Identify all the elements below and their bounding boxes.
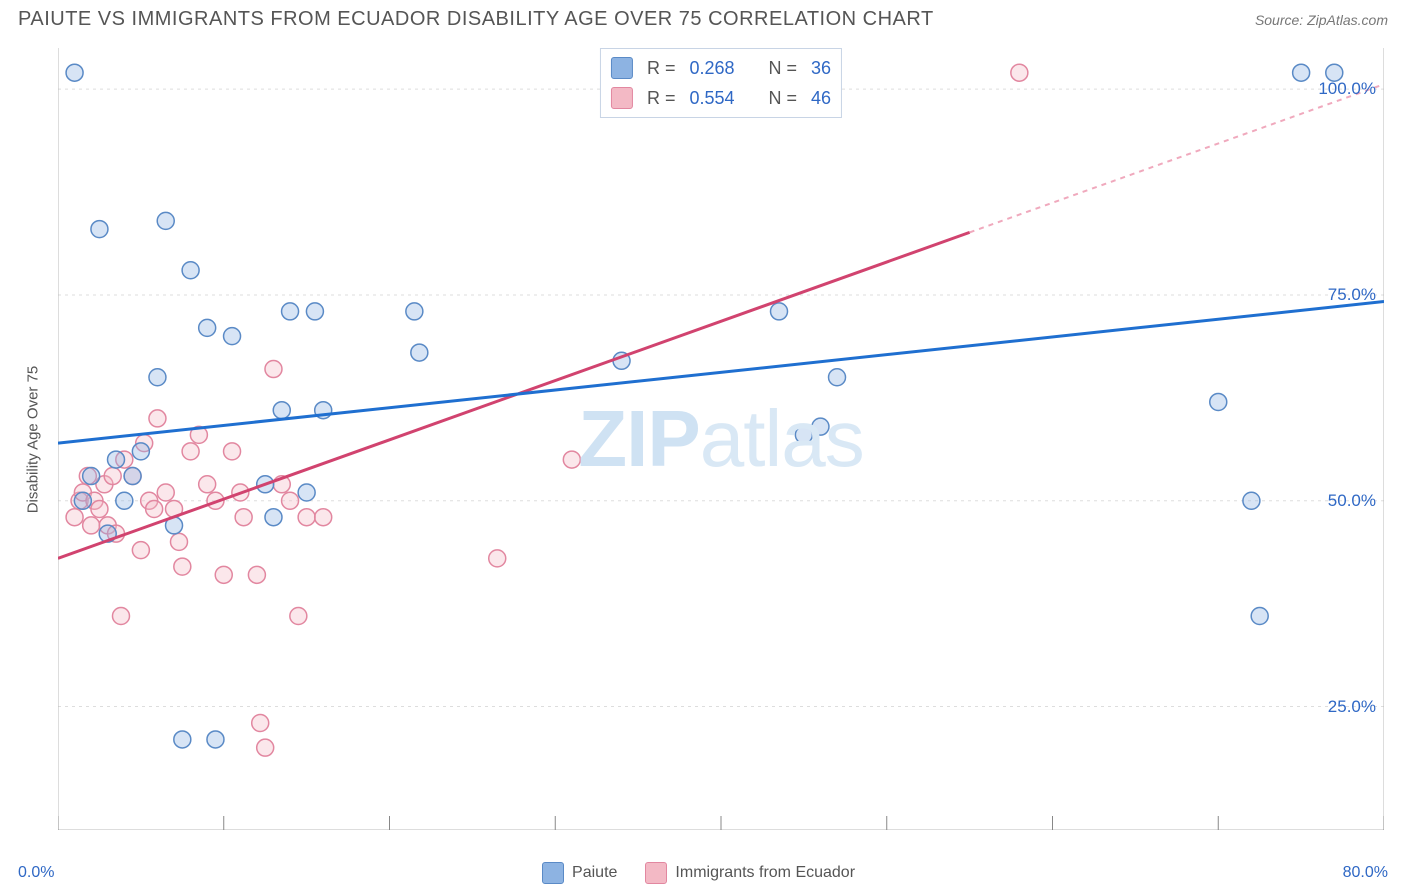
- legend-swatch-paiute: [611, 57, 633, 79]
- n-value-1: 36: [811, 53, 831, 83]
- correlation-legend: R = 0.268 N = 36 R = 0.554 N = 46: [600, 48, 842, 118]
- series-legend: Paiute Immigrants from Ecuador: [54, 862, 1342, 884]
- plot-svg: [58, 48, 1384, 830]
- r-value-2: 0.554: [689, 83, 734, 113]
- legend-label-ecuador: Immigrants from Ecuador: [675, 864, 855, 882]
- y-tick-label: 100.0%: [1318, 79, 1376, 99]
- legend-swatch-paiute-bottom: [542, 862, 564, 884]
- legend-swatch-ecuador-bottom: [645, 862, 667, 884]
- x-axis-min-label: 0.0%: [18, 864, 54, 882]
- chart-container: Disability Age Over 75 ZIPatlas R = 0.26…: [18, 44, 1388, 834]
- y-axis-label: Disability Age Over 75: [25, 365, 42, 513]
- x-axis-max-label: 80.0%: [1343, 864, 1388, 882]
- r-value-1: 0.268: [689, 53, 734, 83]
- y-tick-label: 50.0%: [1328, 491, 1376, 511]
- r-label-1: R =: [647, 53, 676, 83]
- y-tick-label: 25.0%: [1328, 697, 1376, 717]
- x-axis-footer: 0.0% Paiute Immigrants from Ecuador 80.0…: [18, 862, 1388, 884]
- r-label-2: R =: [647, 83, 676, 113]
- n-label-1: N =: [769, 53, 798, 83]
- legend-swatch-ecuador: [611, 87, 633, 109]
- scatter-plot: ZIPatlas R = 0.268 N = 36 R = 0.554 N = …: [58, 48, 1384, 830]
- page-title: PAIUTE VS IMMIGRANTS FROM ECUADOR DISABI…: [18, 8, 934, 31]
- y-tick-label: 75.0%: [1328, 285, 1376, 305]
- n-value-2: 46: [811, 83, 831, 113]
- n-label-2: N =: [769, 83, 798, 113]
- legend-label-paiute: Paiute: [572, 864, 617, 882]
- source-attribution: Source: ZipAtlas.com: [1255, 12, 1388, 28]
